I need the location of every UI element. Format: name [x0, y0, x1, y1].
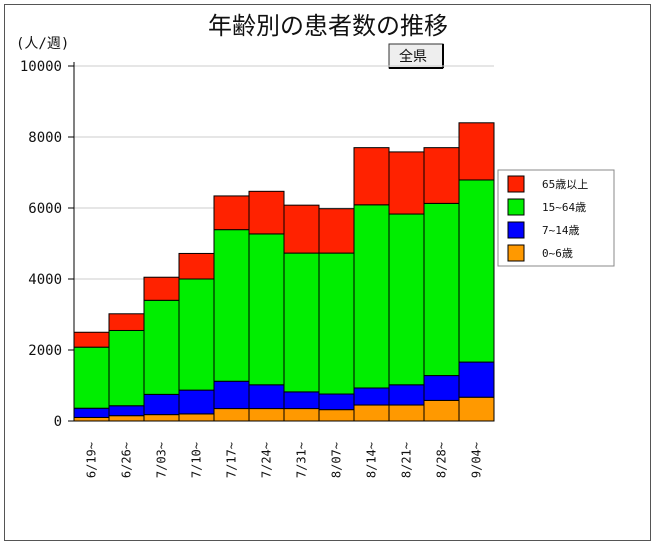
bar-segment [423, 375, 460, 401]
bar-segment [143, 414, 180, 422]
legend-swatch [507, 198, 525, 216]
bar-segment [423, 202, 460, 377]
y-tick-label: 2000 [28, 343, 62, 359]
bar-segment [73, 416, 110, 422]
y-tick-label: 4000 [28, 272, 62, 288]
bar-segment [318, 409, 355, 422]
x-tick-label: 6/19~ [85, 442, 99, 478]
x-tick-label: 6/26~ [120, 442, 134, 478]
x-tick-label: 7/17~ [225, 442, 239, 478]
bar-segment [248, 233, 285, 386]
bar-segment [108, 313, 145, 331]
legend-label: 7~14歳 [542, 224, 580, 237]
y-tick-label: 0 [54, 414, 62, 430]
bar-segment [318, 208, 355, 254]
legend: 65歳以上 15~64歳 7~14歳 0~6歳 [497, 169, 615, 267]
legend-swatch [507, 244, 525, 262]
bar-segment [458, 179, 495, 363]
bar-segment [143, 299, 180, 395]
x-tick-label: 7/10~ [190, 442, 204, 478]
region-button-label: 全県 [399, 48, 427, 65]
x-tick-label: 8/14~ [365, 442, 379, 478]
bar-segment [458, 396, 495, 422]
y-axis-unit-label: (人/週) [16, 36, 69, 52]
bar-segment [423, 147, 460, 204]
bar-segment [108, 415, 145, 422]
bar-segment [143, 393, 180, 416]
x-tick-labels: 6/19~ 6/26~ 7/03~ 7/10~ 7/17~ 7/24~ 7/31~ 8/07~… [85, 442, 484, 478]
bar-segment [108, 329, 145, 407]
x-tick-label: 8/28~ [435, 442, 449, 478]
y-tick-label: 6000 [28, 201, 62, 217]
bar-segment [143, 276, 180, 301]
axes [73, 62, 494, 422]
x-tick-label: 8/21~ [400, 442, 414, 478]
x-tick-label: 8/07~ [330, 442, 344, 478]
legend-swatch [507, 221, 525, 239]
bar-segment [178, 389, 215, 415]
x-tick-label: 7/24~ [260, 442, 274, 478]
bar-segment [248, 408, 285, 422]
bar-segment [213, 195, 250, 231]
bar-segment [108, 405, 145, 417]
legend-label: 15~64歳 [542, 201, 586, 214]
y-tick-label: 8000 [28, 130, 62, 146]
bar-segment [318, 252, 355, 395]
bar-segment [353, 387, 390, 406]
y-tick-label: 10000 [20, 59, 62, 75]
bar-segment [283, 391, 320, 410]
bar-segment [388, 151, 425, 215]
x-tick-label: 9/04~ [470, 442, 484, 478]
bar-segment [73, 346, 110, 409]
bar-segment [248, 384, 285, 410]
bar-segment [388, 404, 425, 422]
bar-segment [353, 404, 390, 422]
bar-segment [353, 147, 390, 206]
bar-segment [213, 229, 250, 382]
bar-segment [388, 213, 425, 386]
bar-segment [458, 361, 495, 398]
bar-segment [213, 408, 250, 422]
bar-segment [178, 252, 215, 280]
legend-label: 65歳以上 [542, 178, 588, 191]
bar-segment [283, 408, 320, 422]
bar-segment [178, 413, 215, 422]
bar-segment [388, 384, 425, 406]
bar-segment [73, 331, 110, 348]
bar-segment [73, 407, 110, 418]
x-tick-label: 7/03~ [155, 442, 169, 478]
bar-segment [283, 252, 320, 393]
bar-segment [353, 204, 390, 389]
legend-label: 0~6歳 [542, 247, 573, 260]
bar-segment [318, 393, 355, 411]
x-tick-label: 7/31~ [295, 442, 309, 478]
bar-segment [423, 399, 460, 422]
bar-segment [248, 190, 285, 235]
bar-stacks [73, 122, 495, 422]
region-select-button[interactable]: 全県 [388, 43, 444, 69]
bar-segment [178, 278, 215, 391]
bar-segment [458, 122, 495, 181]
bar-segment [213, 380, 250, 410]
legend-swatch [507, 175, 525, 193]
y-tick-labels: 0 2000 4000 6000 8000 10000 [20, 59, 74, 430]
chart-title: 年齢別の患者数の推移 [208, 12, 448, 40]
bar-segment [283, 204, 320, 254]
